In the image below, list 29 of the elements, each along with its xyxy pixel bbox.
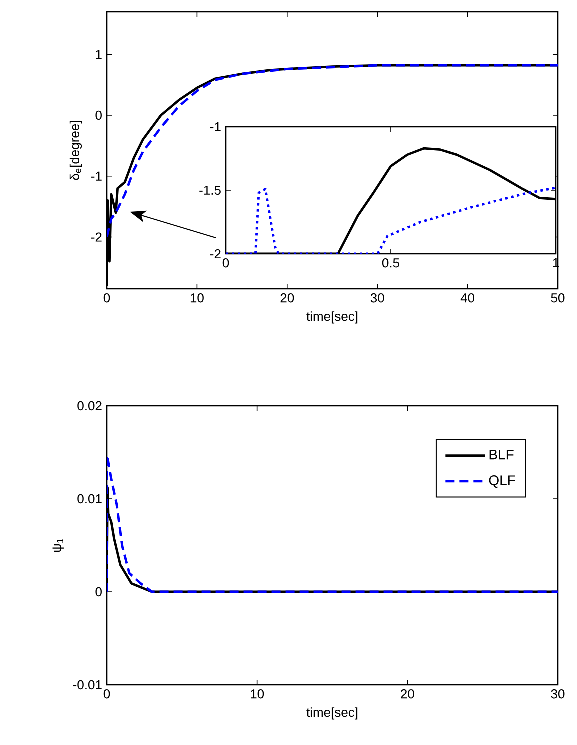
- legend-label: QLF: [489, 476, 516, 488]
- y-axis-title: δ$_{e}$[degree]: [70, 121, 82, 180]
- x-tick-label: 10: [251, 690, 264, 699]
- legend-label: BLF: [490, 450, 514, 460]
- y-tick-label: 0.02: [78, 401, 102, 411]
- x-tick-label: 30: [551, 690, 565, 699]
- x-tick-label: 0: [104, 294, 110, 303]
- x-tick-label: 0: [104, 690, 110, 699]
- x-tick-label: 40: [460, 294, 475, 303]
- y-tick-label: 0: [96, 587, 102, 597]
- x-tick-label: 0.5: [382, 258, 400, 268]
- y-tick-label: -2: [91, 232, 102, 242]
- y-tick-label: -2: [210, 249, 221, 259]
- x-tick-label: 10: [190, 294, 204, 303]
- y-tick-label: -1: [210, 122, 221, 132]
- y-tick-label: 0.01: [78, 494, 102, 504]
- y-tick-label: -1.5: [200, 186, 221, 196]
- x-axis-title: time[sec]: [306, 312, 358, 324]
- x-tick-label: 20: [401, 690, 414, 699]
- y-axis-title: ψ$_{1}$: [52, 539, 64, 552]
- x-tick-label: 0: [222, 258, 230, 268]
- y-tick-label: -0.01: [73, 680, 102, 690]
- x-axis-title: time[sec]: [306, 708, 358, 720]
- y-tick-label: -1: [91, 172, 102, 181]
- x-tick-label: 50: [551, 294, 565, 303]
- x-tick-label: 20: [280, 294, 294, 303]
- y-tick-label: 1: [96, 50, 102, 60]
- y-tick-label: 0: [96, 110, 102, 120]
- x-tick-label: 30: [370, 294, 384, 303]
